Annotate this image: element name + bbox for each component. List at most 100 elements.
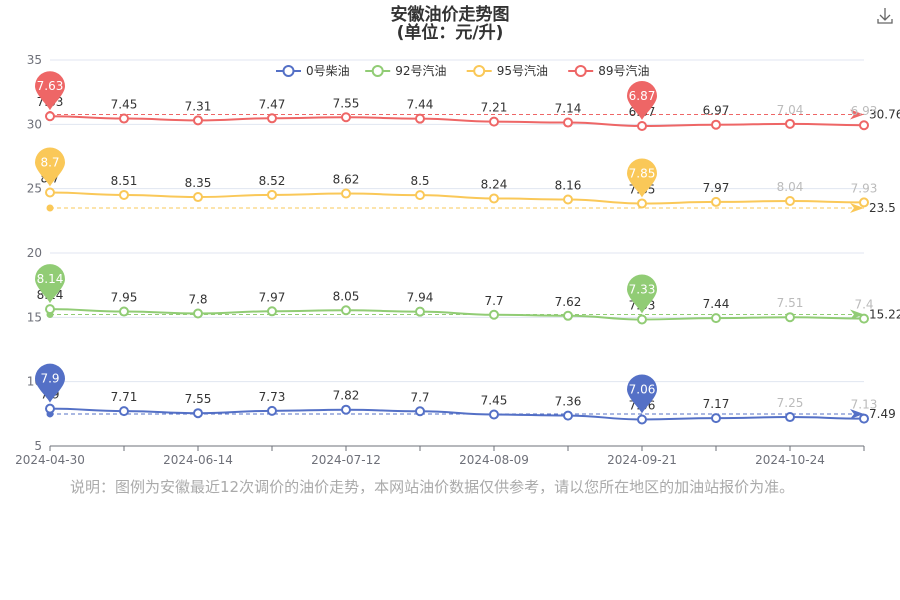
data-point (859, 313, 869, 324)
data-label: 7.97 (259, 290, 286, 304)
data-label: 7.51 (777, 296, 804, 310)
data-label: 7.13 (851, 398, 878, 412)
data-label: 7.45 (111, 98, 138, 112)
chart-subtitle: (单位：元/升) (397, 22, 504, 43)
data-label: 8.62 (333, 173, 360, 187)
y-tick-label: 30 (27, 117, 42, 131)
x-tick-label: 2024-06-14 (163, 453, 233, 467)
data-label: 7.93 (851, 181, 878, 195)
y-tick-label: 25 (27, 182, 42, 196)
min-marker (627, 374, 657, 414)
average-lines: 7.49 15.22 23.5 30.76 (46, 108, 900, 421)
min-marker (627, 274, 657, 314)
data-point (785, 196, 795, 207)
data-point (489, 116, 499, 127)
data-label: 7.7 (484, 294, 503, 308)
min-marker (627, 158, 657, 198)
data-label: 7.44 (407, 98, 434, 112)
data-label: 7.21 (481, 101, 508, 115)
max-marker (35, 71, 65, 111)
data-label: 7.36 (555, 395, 582, 409)
data-label: 8.05 (333, 289, 360, 303)
data-point (119, 306, 129, 317)
data-label: 7.25 (777, 396, 804, 410)
legend-marker (473, 65, 486, 77)
max-marker (35, 363, 65, 403)
min-marker-label: 6.87 (629, 89, 656, 103)
legend-marker (574, 65, 587, 77)
download-icon[interactable] (872, 4, 898, 28)
legend-item-0[interactable]: 0号柴油 (276, 64, 350, 78)
data-label: 7.47 (259, 97, 286, 111)
average-label: 15.22 (869, 308, 900, 322)
data-point (563, 410, 573, 421)
x-tick-label: 2024-04-30 (15, 453, 85, 467)
data-point (859, 413, 869, 424)
data-point (859, 120, 869, 131)
data-point (267, 113, 277, 124)
max-marker (35, 147, 65, 187)
data-point (637, 414, 647, 425)
legend-item-2[interactable]: 95号汽油 (466, 63, 548, 78)
data-label: 7.71 (111, 390, 138, 404)
series-line-3 (49, 115, 865, 128)
data-point (267, 405, 277, 416)
series-line-1 (49, 308, 865, 321)
min-marker-label: 7.85 (629, 166, 656, 180)
legend-item-1[interactable]: 92号汽油 (365, 63, 446, 78)
value-labels: 7.9 7.71 7.55 7.73 7.82 7.7 7.45 7.36 7.06 7.17 7.… (37, 95, 878, 412)
series-line-2 (49, 191, 865, 205)
data-label: 8.16 (555, 178, 582, 192)
data-label: 6.97 (703, 104, 730, 118)
legend-label: 0号柴油 (306, 64, 350, 78)
legend-marker (282, 65, 295, 77)
min-marker-label: 7.33 (629, 283, 656, 297)
data-point (119, 189, 129, 200)
average-label: 30.76 (869, 108, 900, 122)
data-label: 7.04 (777, 103, 804, 117)
data-point (119, 113, 129, 124)
data-point (341, 404, 351, 415)
legend-item-3[interactable]: 89号汽油 (568, 63, 649, 78)
data-point (563, 310, 573, 321)
data-point (637, 198, 647, 209)
data-point (193, 308, 203, 319)
y-tick-label: 20 (27, 246, 42, 260)
legend-label: 95号汽油 (497, 63, 548, 78)
data-label: 7.14 (555, 102, 582, 116)
data-point (711, 196, 721, 207)
average-start-dot (46, 204, 54, 212)
data-point (45, 403, 55, 414)
data-label: 7.82 (333, 389, 360, 403)
data-point (563, 194, 573, 205)
data-label: 7.7 (410, 390, 429, 404)
data-point (489, 409, 499, 420)
max-marker-label: 7.9 (40, 372, 59, 386)
data-point (415, 113, 425, 124)
average-arrow (850, 309, 864, 320)
max-marker-label: 8.7 (40, 156, 59, 170)
data-label: 8.04 (777, 180, 804, 194)
data-point (341, 305, 351, 316)
data-point (711, 313, 721, 324)
data-point (711, 413, 721, 424)
data-point (193, 192, 203, 203)
data-point (267, 306, 277, 317)
data-point (489, 309, 499, 320)
average-arrow (850, 202, 864, 213)
x-tick-label: 2024-10-24 (755, 453, 825, 467)
data-label: 7.55 (185, 392, 212, 406)
legend-label: 92号汽油 (395, 63, 446, 78)
average-arrow (850, 408, 864, 419)
max-marker-label: 8.14 (37, 272, 64, 286)
y-tick-label: 35 (27, 53, 42, 67)
disclaimer-note: 说明：图例为安徽最近12次调价的油价走势，本网站油价数据仅供参考，请以您所在地区… (70, 478, 795, 496)
data-point (45, 111, 55, 122)
legend[interactable]: 0号柴油 92号汽油 95号汽油 89号汽油 (276, 63, 649, 78)
data-label: 7.94 (407, 291, 434, 305)
data-point (341, 112, 351, 123)
max-marker-label: 7.63 (37, 79, 64, 93)
data-point (637, 314, 647, 325)
